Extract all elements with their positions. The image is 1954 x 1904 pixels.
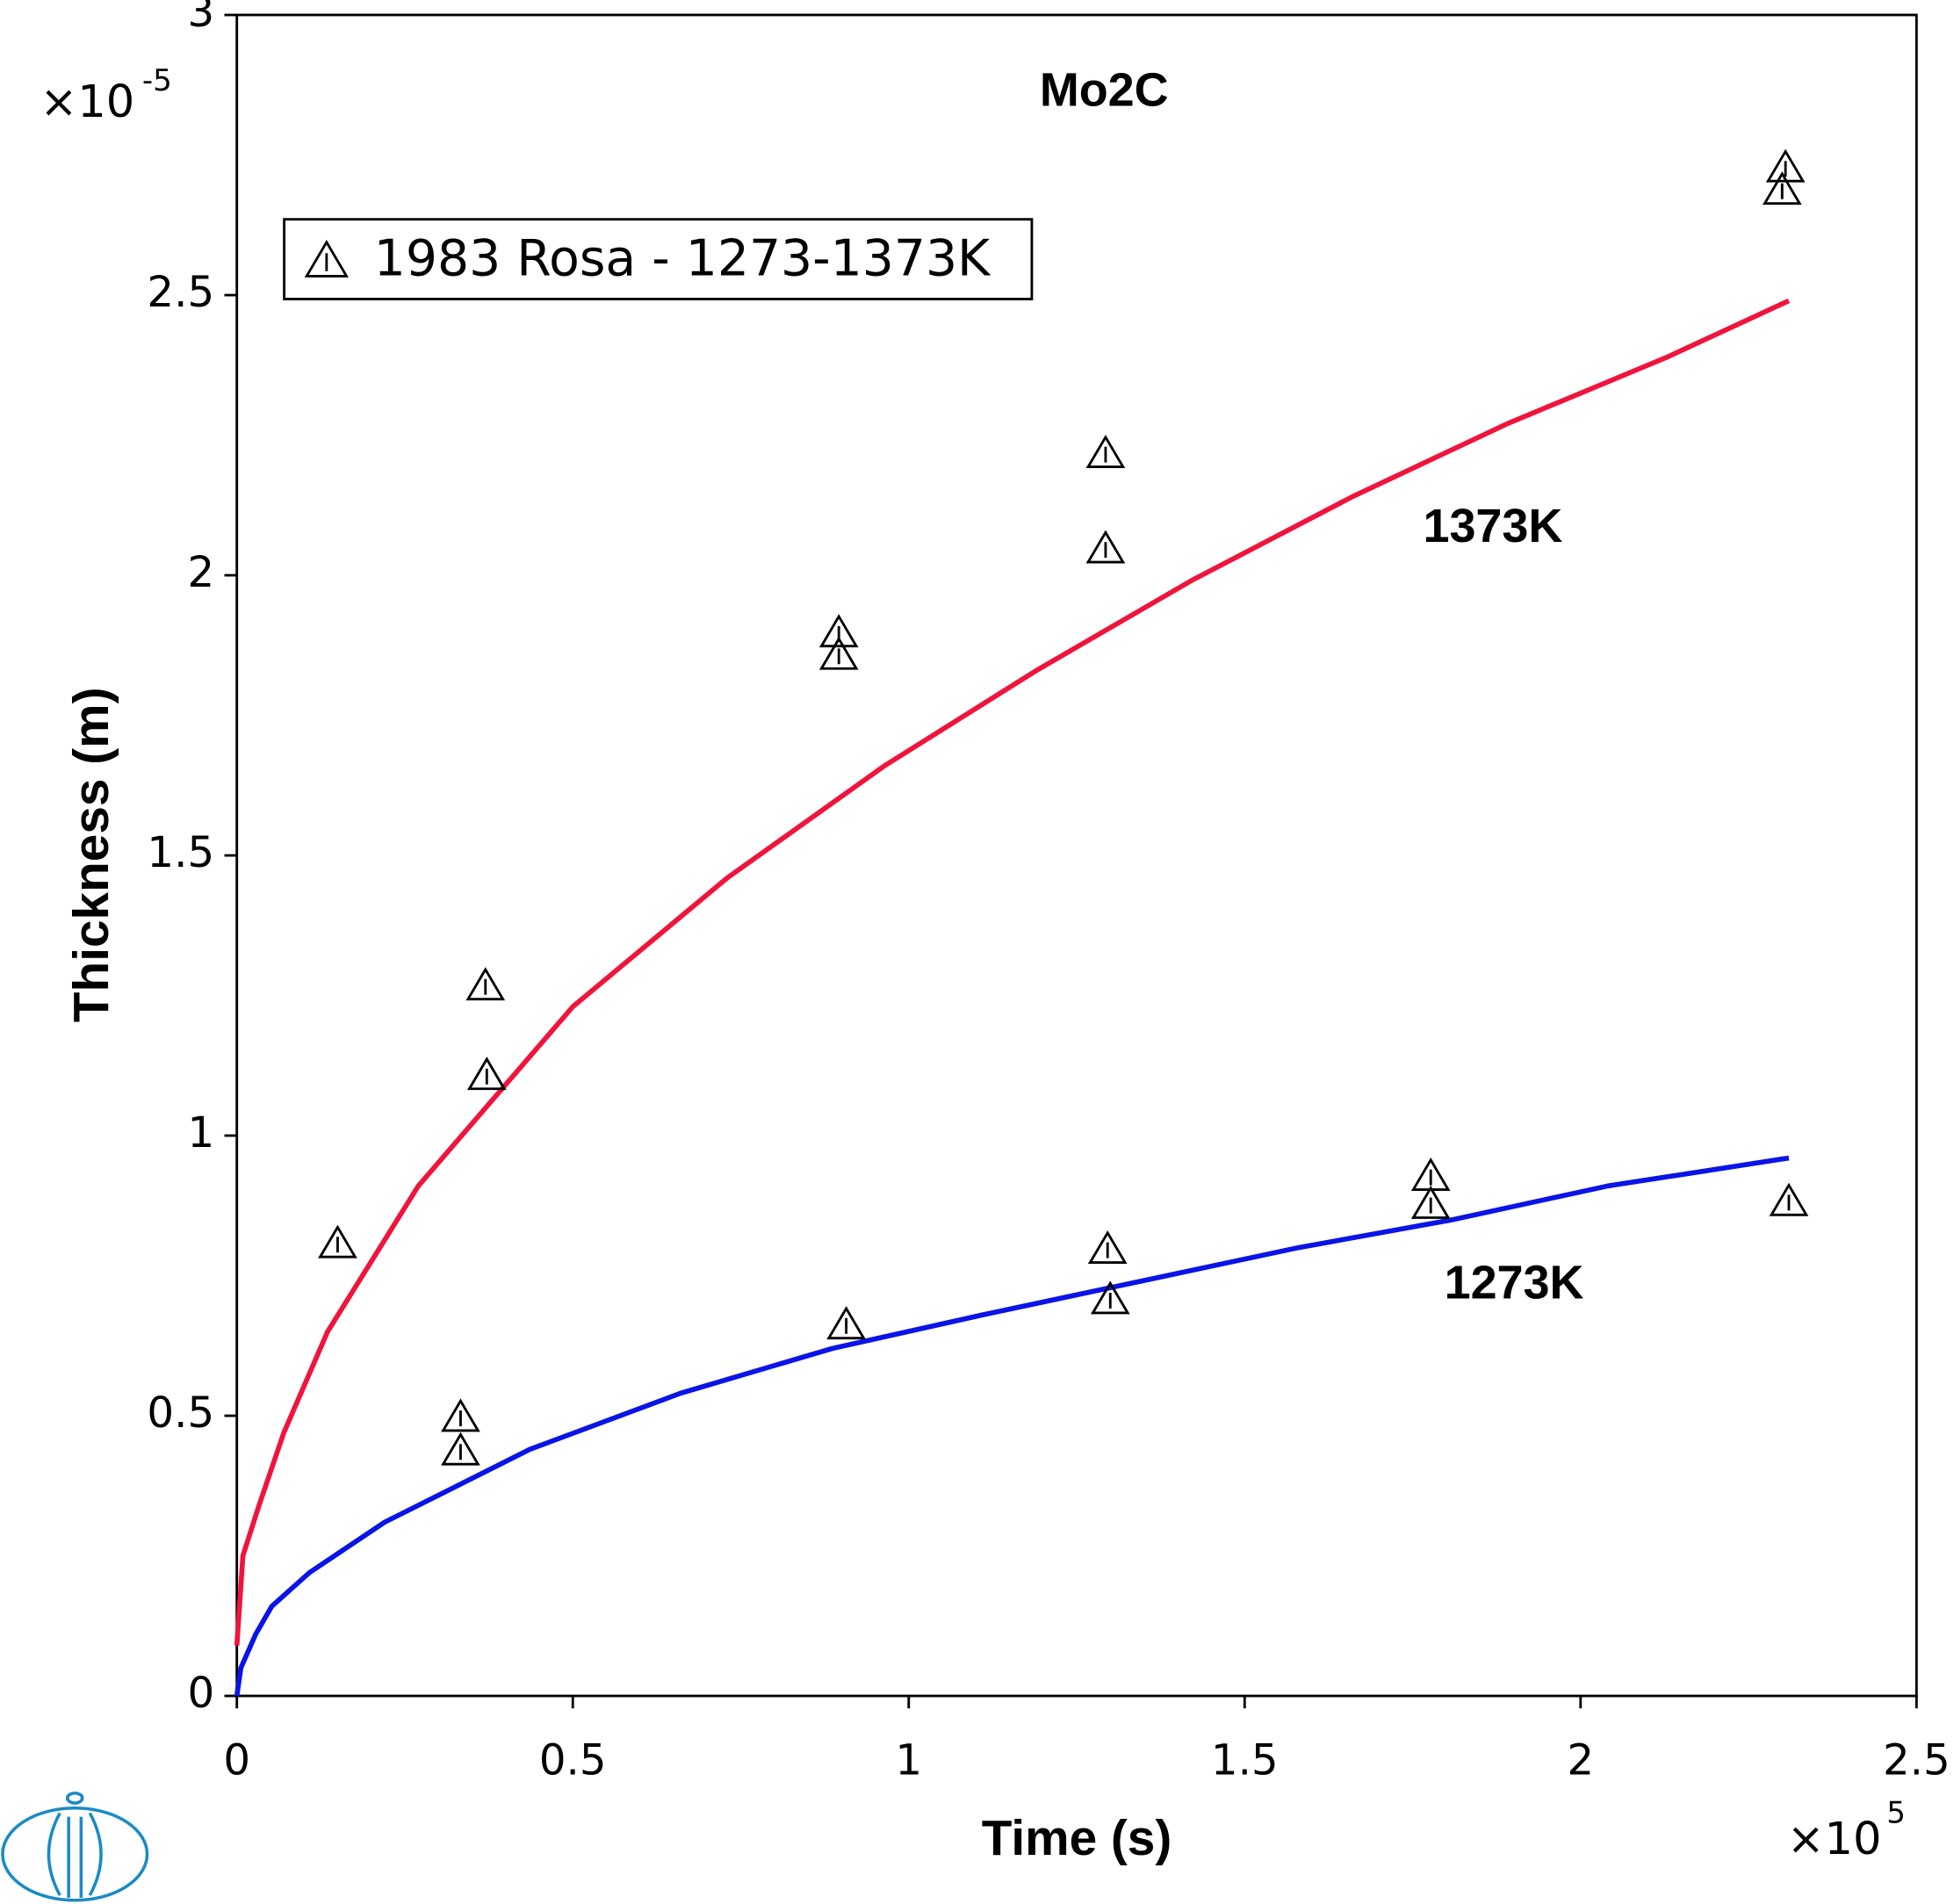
x-tick-label: 1 [895,1736,922,1785]
x-tick-label: 0.5 [539,1736,607,1785]
triangle-marker [1087,1230,1128,1264]
triangle-marker [1090,1280,1130,1315]
chart-title: Mo2C [1040,64,1169,117]
x-tick-label: 1.5 [1211,1736,1279,1785]
triangle-outline [318,1224,357,1259]
triangle-outline [1085,434,1126,468]
y-tick-label: 0.5 [147,1388,214,1438]
x-multiplier-exponent: 5 [1886,1795,1906,1830]
triangle-outline [1090,1280,1130,1315]
y-tick-label: 3 [187,0,214,37]
triangle-marker [466,1057,507,1091]
triangle-outline [1085,530,1126,564]
triangle-marker [1765,148,1806,183]
legend-box [283,218,1034,300]
triangle-marker [1762,171,1802,206]
triangle-outline [1769,1182,1809,1216]
triangle-marker [1410,1158,1451,1192]
line-label: 1273K [1445,1256,1584,1309]
triangle-outline [304,240,350,278]
y-tick-label: 2 [187,548,214,597]
triangle-outline [466,1057,507,1091]
y-tick-label: 1 [187,1108,214,1158]
triangle-marker [1085,434,1126,468]
line-series [234,1155,1790,1697]
y-multiplier: ×10 [40,76,135,128]
x-axis-label: Time (s) [982,1811,1172,1866]
legend-label: 1983 Rosa - 1273-1373K [374,230,991,288]
triangle-marker [441,1398,480,1432]
triangle-marker [465,967,506,1001]
legend: 1983 Rosa - 1273-1373K [283,218,1034,300]
x-tick-label: 2 [1567,1736,1594,1785]
triangle-outline [465,967,506,1001]
triangle-outline [826,1306,866,1340]
triangle-marker [441,1432,480,1466]
triangle-outline [441,1398,480,1432]
triangle-marker [1085,530,1126,564]
y-axis-label: Thickness (m) [64,688,119,1023]
triangle-outline [818,614,859,648]
triangle-marker [1769,1182,1809,1216]
y-multiplier-exponent: -5 [142,63,172,98]
logo [1,1791,149,1902]
x-tick-label: 0 [223,1736,250,1785]
y-tick-label: 0 [187,1669,214,1718]
line-series [234,298,1791,1646]
line-label: 1373K [1423,500,1562,552]
x-tick-label: 2.5 [1883,1736,1950,1785]
triangle-outline [1087,1230,1128,1264]
triangle-outline [818,636,859,670]
triangle-marker [818,636,859,670]
x-multiplier: ×10 [1787,1814,1882,1865]
triangle-outline [1410,1185,1451,1219]
y-tick-label: 2.5 [147,268,214,317]
triangle-outline [441,1432,480,1466]
y-tick-label: 1.5 [147,828,214,877]
triangle-marker [318,1224,357,1259]
triangle-marker [1410,1185,1451,1219]
triangle-marker [818,614,859,648]
triangle-marker [304,240,350,278]
triangle-outline [1762,171,1802,206]
triangle-marker [826,1306,866,1340]
